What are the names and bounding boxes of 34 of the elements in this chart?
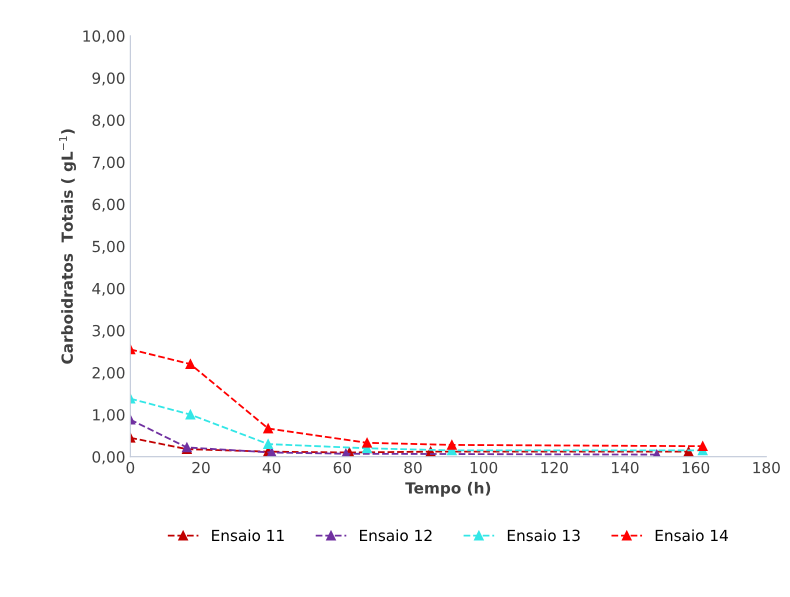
x-tick-label: 20 — [192, 462, 210, 474]
legend-label: Ensaio 13 — [508, 529, 580, 542]
y-tick-label: 1,00 — [93, 409, 124, 422]
y-tick-label: 7,00 — [92, 156, 124, 170]
y-tick-label: 5,00 — [92, 240, 124, 254]
point — [186, 359, 196, 369]
y-tick-label: 6,00 — [92, 198, 124, 212]
y-tick-label: 8,00 — [92, 114, 124, 128]
x-tick-label: 80 — [404, 462, 422, 474]
legend-label: Ensaio 11 — [212, 529, 284, 542]
y-tick-label: 0,00 — [92, 451, 124, 464]
y-tick-label: 3,00 — [92, 324, 124, 338]
x-tick-label: 160 — [682, 462, 710, 474]
point — [186, 410, 196, 420]
x-tick-label: 40 — [262, 462, 280, 474]
legend-label: Ensaio 12 — [360, 529, 432, 542]
point — [446, 440, 457, 450]
x-tick-label: 140 — [612, 462, 639, 474]
x-axis-title: Tempo (h) — [405, 482, 490, 497]
point — [362, 438, 372, 448]
x-tick-label: 60 — [334, 462, 352, 474]
y-tick-label: 10,00 — [83, 30, 124, 44]
y-tick-label: 2,00 — [92, 366, 124, 380]
point — [263, 439, 273, 449]
legend-label: Ensaio 14 — [656, 529, 728, 542]
x-tick-label: 120 — [541, 462, 568, 474]
x-tick-label: 0 — [126, 462, 134, 474]
y-tick-label: 9,00 — [92, 72, 124, 86]
point — [263, 424, 273, 434]
x-tick-label: 100 — [470, 462, 498, 474]
x-tick-label: 180 — [753, 462, 780, 474]
y-axis-title: Carboidratos Totais ( gL$^{−1}$) — [59, 129, 76, 364]
point — [698, 441, 708, 452]
y-tick-label: 4,00 — [92, 282, 124, 296]
